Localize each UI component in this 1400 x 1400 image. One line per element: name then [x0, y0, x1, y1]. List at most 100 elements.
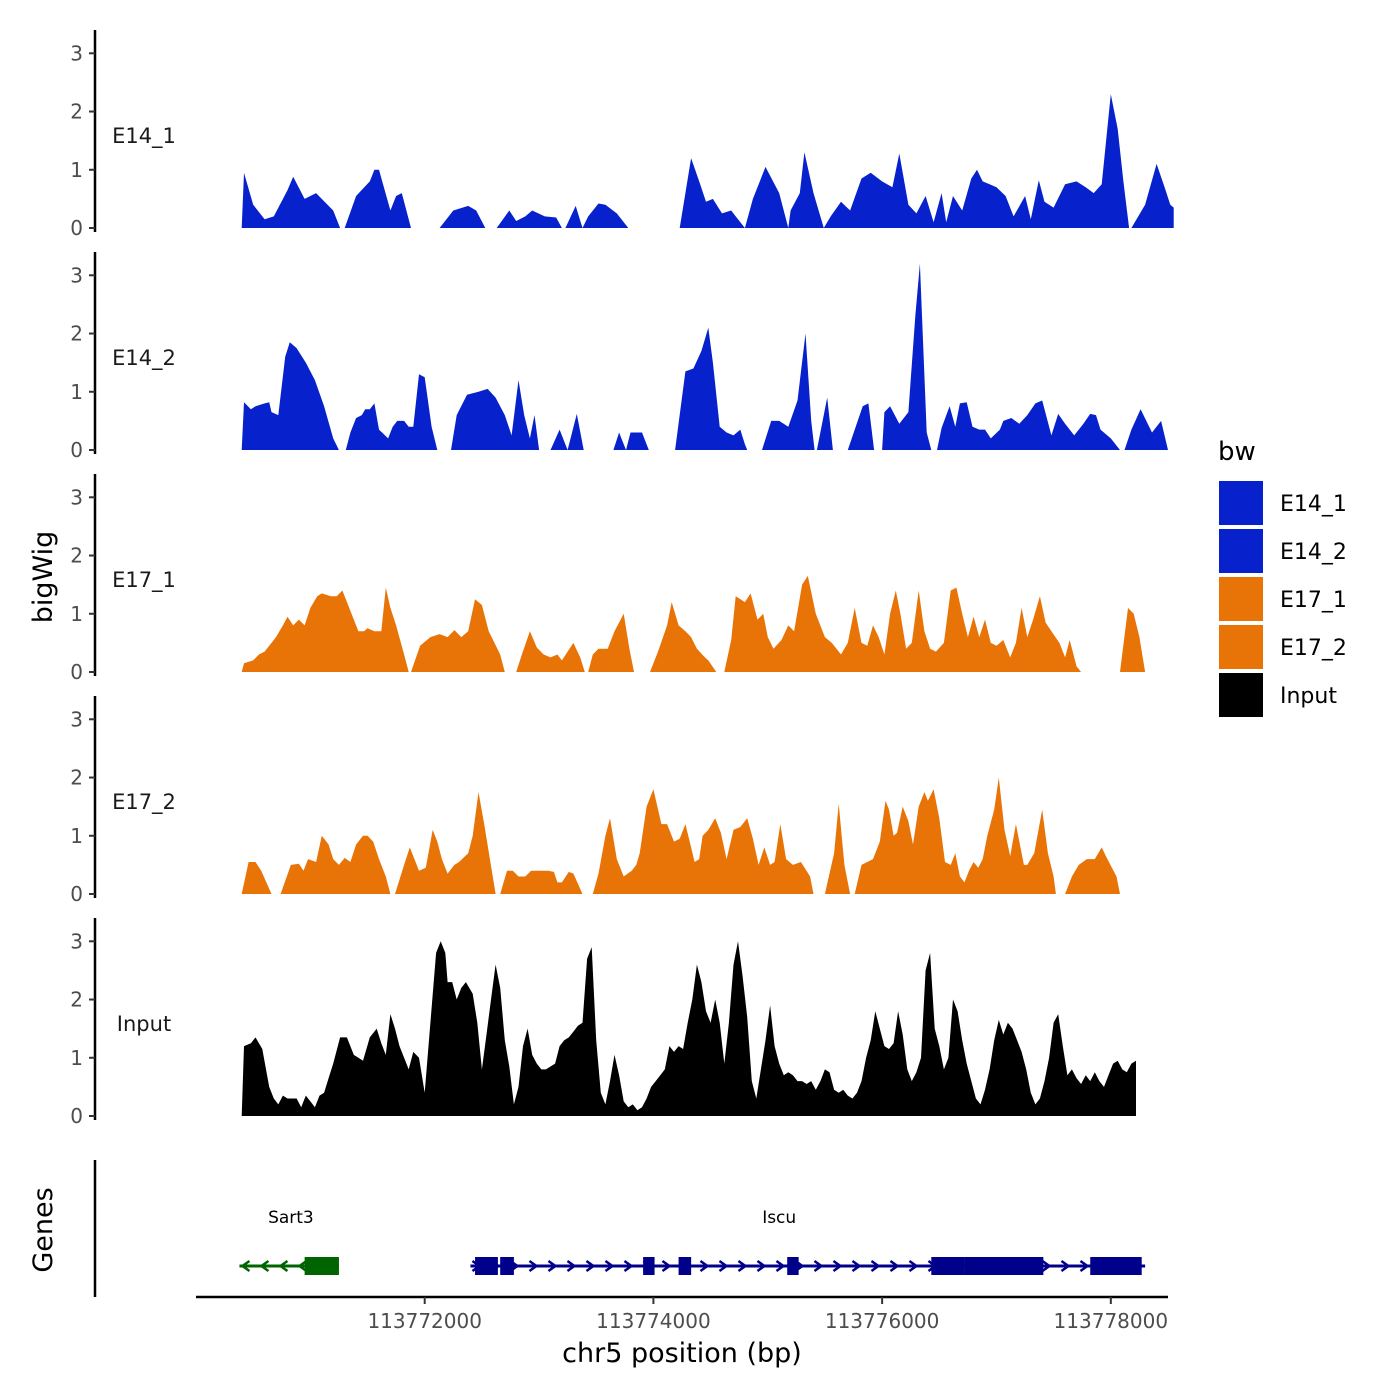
y-tick-label: 3: [70, 929, 83, 953]
y-tick-label: 1: [70, 380, 83, 404]
signal-area: [241, 587, 409, 672]
genes-axis-title: Genes: [28, 1187, 59, 1272]
legend-label: E14_2: [1280, 540, 1347, 565]
signal-area: [241, 941, 1136, 1116]
signal-area: [516, 631, 585, 672]
signal-area: [847, 403, 875, 450]
signal-tracks: 0 1 2 3 E14_1 0 1 2 3 E14_2 0 1 2 3 E17_1 0 1 2 3 E17_2 0 1 2 3…: [70, 30, 1174, 1128]
signal-area: [762, 333, 815, 450]
x-axis-title: chr5 position (bp): [562, 1338, 802, 1369]
legend-swatch: [1217, 575, 1265, 623]
signal-area: [241, 342, 339, 450]
gene-exon: [1090, 1257, 1142, 1275]
genes-panel: Sart3 Iscu: [93, 1160, 1146, 1297]
signal-area: [613, 432, 649, 450]
signal-area: [344, 169, 411, 228]
signal-area: [882, 263, 932, 450]
y-tick-label: 2: [70, 544, 83, 568]
legend-swatch: [1217, 479, 1265, 527]
signal-area: [439, 205, 486, 228]
strand-arrow: [908, 1259, 919, 1273]
signal-area: [395, 792, 496, 894]
legend-entry: E14_1: [1217, 479, 1347, 527]
signal-area: [854, 777, 1056, 894]
x-tick-label: 113772000: [367, 1309, 482, 1333]
strand-arrow: [528, 1259, 539, 1273]
y-tick-label: 0: [70, 882, 83, 906]
track-label: E17_2: [112, 790, 176, 815]
strand-arrow: [278, 1259, 289, 1273]
legend-swatch: [1217, 671, 1265, 719]
strand-arrow: [1060, 1259, 1071, 1273]
strand-arrow: [737, 1259, 748, 1273]
x-axis: 113772000 113774000 113776000 113778000: [196, 1295, 1168, 1333]
signal-area: [1120, 607, 1146, 672]
y-tick-label: 1: [70, 602, 83, 626]
strand-arrow: [718, 1259, 729, 1273]
strand-arrow: [566, 1259, 577, 1273]
signal-area: [565, 203, 629, 228]
legend-entry: E14_2: [1217, 527, 1347, 575]
signal-area: [500, 870, 583, 894]
strand-arrow: [547, 1259, 558, 1273]
strand-arrow: [832, 1259, 843, 1273]
strand-arrow: [851, 1259, 862, 1273]
track-label: E14_1: [112, 124, 176, 149]
legend-entry: E17_1: [1217, 575, 1347, 623]
signal-area: [937, 400, 1120, 450]
signal-area: [1124, 409, 1168, 450]
x-tick-label: 113774000: [596, 1309, 711, 1333]
legend: bw E14_1 E14_2 E17_1 E17_2 Input: [1217, 437, 1347, 719]
signal-area: [1065, 847, 1120, 894]
gene-exon: [475, 1257, 498, 1275]
legend-entry: E17_2: [1217, 623, 1347, 671]
y-tick-label: 2: [70, 766, 83, 790]
y-axis-title: bigWig: [28, 531, 59, 624]
y-tick-label: 1: [70, 824, 83, 848]
legend-swatch: [1217, 623, 1265, 671]
signal-area: [816, 397, 833, 450]
gene-iscu: Iscu: [470, 1208, 1146, 1275]
legend-label: Input: [1280, 684, 1337, 709]
strand-arrow: [870, 1259, 881, 1273]
legend-entry: Input: [1217, 671, 1337, 719]
strand-arrow: [889, 1259, 900, 1273]
gene-exon: [643, 1257, 655, 1275]
gene-sart3: Sart3: [239, 1208, 339, 1275]
gene-exon: [678, 1257, 692, 1275]
strand-arrow: [240, 1259, 251, 1273]
strand-arrow: [259, 1259, 270, 1273]
legend-label: E17_2: [1280, 636, 1347, 661]
y-tick-label: 1: [70, 158, 83, 182]
gene-exon: [931, 1257, 965, 1275]
track-label: E14_2: [112, 346, 176, 371]
signal-area: [679, 94, 1130, 228]
track-label: Input: [117, 1012, 171, 1036]
signal-area: [496, 210, 562, 228]
signal-area: [650, 602, 717, 672]
legend-label: E14_1: [1280, 492, 1347, 517]
strand-arrow: [699, 1259, 710, 1273]
y-tick-label: 2: [70, 988, 83, 1012]
strand-arrow: [623, 1259, 634, 1273]
signal-area: [1131, 163, 1174, 228]
y-tick-label: 1: [70, 1046, 83, 1070]
strand-arrow: [1041, 1259, 1052, 1273]
strand-arrow: [813, 1259, 824, 1273]
y-tick-label: 0: [70, 216, 83, 240]
track-e14-2: 0 1 2 3 E14_2: [70, 252, 1168, 462]
signal-area: [592, 789, 814, 894]
signal-area: [724, 575, 1082, 672]
y-tick-label: 3: [70, 485, 83, 509]
y-tick-label: 0: [70, 660, 83, 684]
strand-arrow: [661, 1259, 672, 1273]
legend-label: E17_1: [1280, 588, 1347, 613]
y-tick-label: 0: [70, 438, 83, 462]
y-tick-label: 2: [70, 100, 83, 124]
signal-area: [345, 374, 438, 450]
signal-area: [411, 599, 505, 672]
gene-label: Iscu: [762, 1208, 796, 1228]
strand-arrow: [604, 1259, 615, 1273]
signal-area: [824, 803, 851, 894]
